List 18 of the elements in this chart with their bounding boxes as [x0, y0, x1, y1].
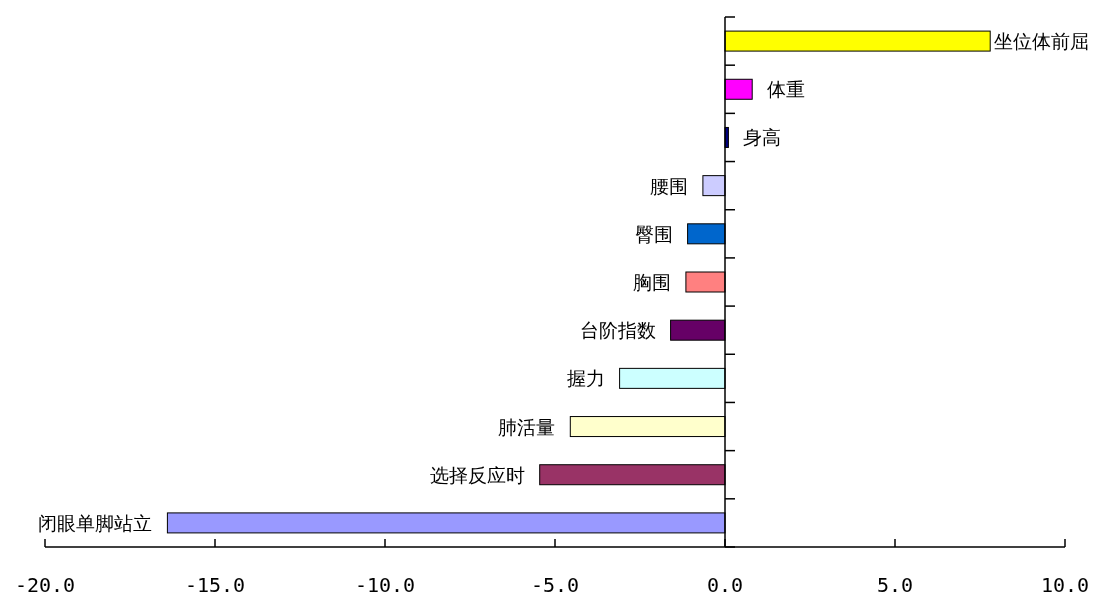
x-tick-label: -15.0 — [184, 573, 246, 597]
y-tick-label: 坐位体前屈 — [994, 30, 1090, 53]
x-tick-label: -10.0 — [354, 573, 416, 597]
x-tick-label: -20.0 — [14, 573, 76, 597]
y-tick-label: 臀围 — [634, 222, 673, 245]
y-tick-label: 台阶指数 — [579, 319, 656, 342]
y-tick-label: 握力 — [566, 367, 605, 390]
y-tick-label: 腰围 — [649, 174, 688, 197]
y-tick-label: 肺活量 — [498, 415, 556, 438]
y-tick-label: 体重 — [767, 78, 806, 101]
x-tick-label: 0.0 — [706, 573, 744, 597]
x-tick-label: -5.0 — [530, 573, 580, 597]
x-tick-label: 10.0 — [1040, 573, 1090, 597]
x-tick-label: 5.0 — [876, 573, 914, 597]
y-tick-label: 胸围 — [632, 271, 671, 293]
y-tick-label: 闭眼单脚站立 — [38, 511, 153, 534]
y-tick-label: 身高 — [743, 126, 782, 149]
y-tick-label: 选择反应时 — [429, 463, 525, 486]
